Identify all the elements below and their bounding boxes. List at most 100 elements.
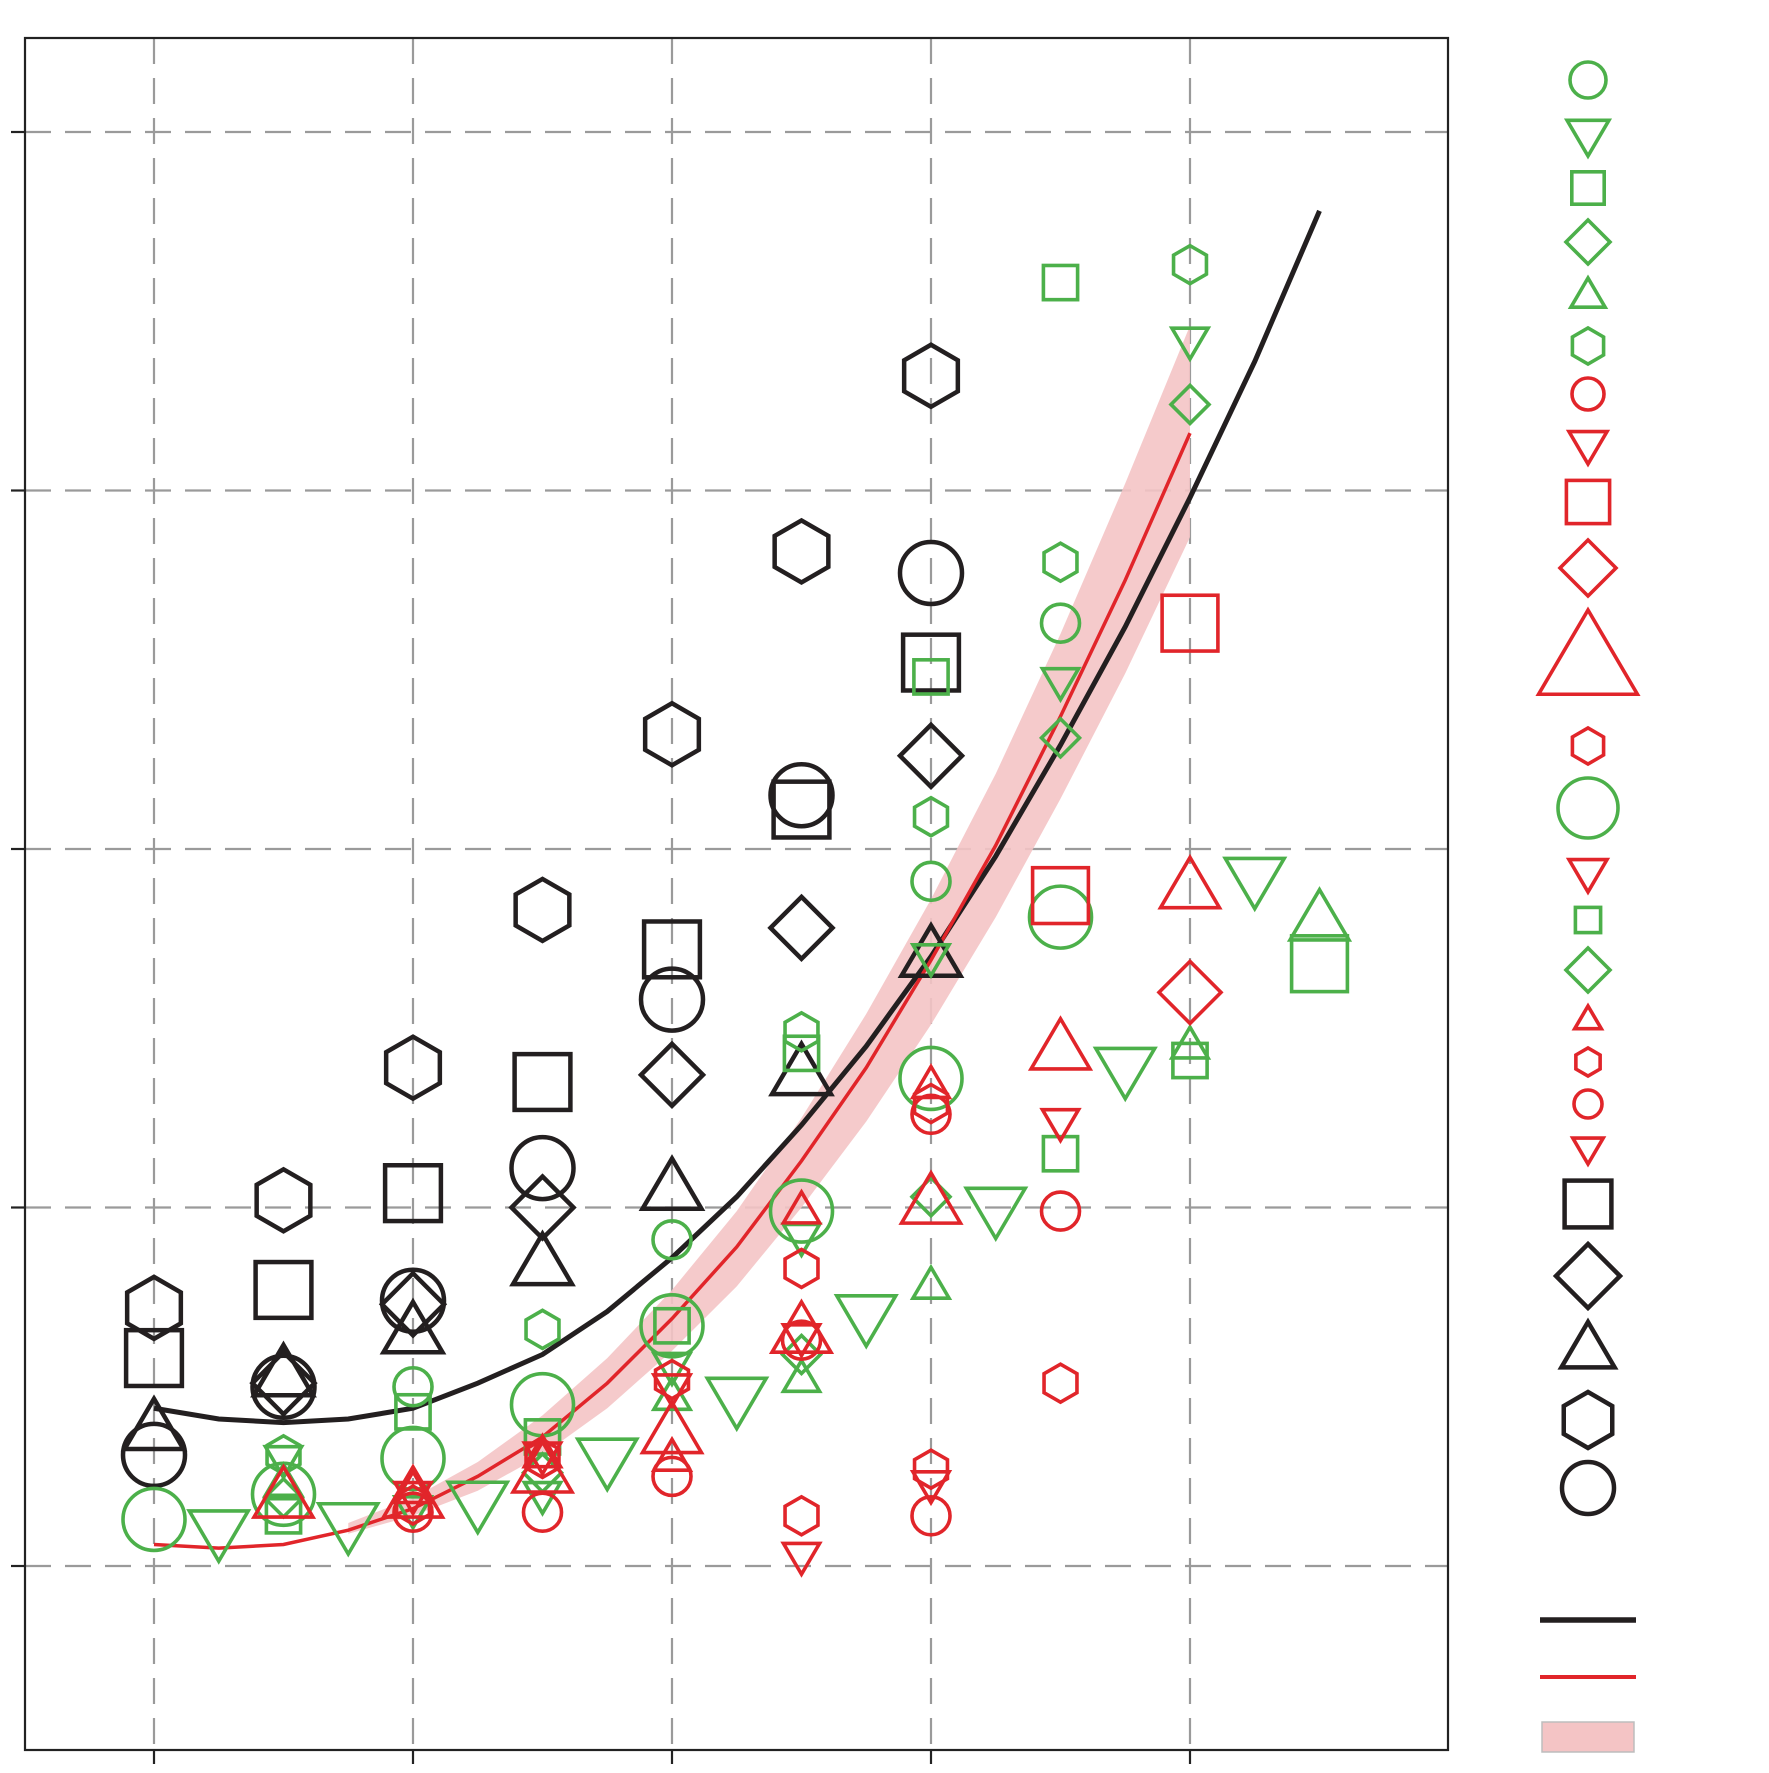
legend-green-circle <box>1568 60 1608 100</box>
red-hexagon-point <box>783 1247 820 1290</box>
red-diamond-point <box>1156 958 1224 1026</box>
red-triangle-up-point <box>1157 853 1223 910</box>
black-circle-point <box>250 1353 317 1420</box>
green-circle-point <box>651 1218 693 1261</box>
green-diamond-point <box>779 1332 824 1377</box>
red-triangle-up-point <box>1027 1015 1094 1071</box>
red-hexagon-point <box>912 1448 950 1491</box>
legend-black-square <box>1562 1178 1614 1230</box>
black-circle-point <box>120 1421 188 1489</box>
red-hexagon-point <box>1042 1362 1079 1405</box>
red-hexagon-point <box>783 1494 820 1537</box>
red-circle-point <box>651 1455 693 1498</box>
black-diamond-point <box>508 1173 577 1242</box>
black-diamond-point <box>378 1270 448 1339</box>
legend-red-triangle-down <box>1569 1136 1607 1168</box>
green-triangle-down-point <box>262 1444 305 1482</box>
red-triangle-up-point <box>509 1438 576 1494</box>
green-square-point <box>1289 934 1350 994</box>
green-hexagon-point <box>1042 541 1079 584</box>
black-circle-point <box>638 966 706 1033</box>
legend-green-triangle-down <box>1563 118 1613 160</box>
green-triangle-down-point <box>574 1437 640 1494</box>
red-triangle-down-point <box>780 1541 823 1578</box>
black-hexagon-point <box>642 700 702 768</box>
legend-red-triangle-up <box>1571 1002 1605 1031</box>
red-circle-point <box>910 1495 952 1537</box>
green-triangle-down-point <box>1168 326 1212 363</box>
green-triangle-down-point <box>315 1501 381 1558</box>
plot-frame <box>23 36 1450 1752</box>
legend-green-diamond <box>1563 945 1613 995</box>
green-triangle-up-point <box>909 1263 953 1300</box>
black-hexagon-point <box>383 1034 443 1102</box>
green-square-point <box>1041 263 1080 302</box>
black-square-point <box>382 1163 444 1224</box>
black-square-point <box>900 632 962 693</box>
legend-band-swatch <box>1541 1721 1635 1753</box>
red-triangle-up-point <box>909 1063 953 1100</box>
legend-green-circle <box>1556 776 1620 840</box>
green-triangle-down-point <box>704 1376 770 1433</box>
green-square-point <box>653 1306 691 1345</box>
green-square-point <box>782 1034 821 1073</box>
black-circle-point <box>768 761 835 829</box>
green-diamond-point <box>1038 716 1083 760</box>
black-triangle-up-point <box>379 1297 447 1355</box>
green-circle-point <box>910 860 952 903</box>
black-square-point <box>771 779 832 840</box>
black-fit-line <box>153 209 1322 1426</box>
legend-black-triangle-up <box>1557 1317 1619 1370</box>
green-triangle-down-point <box>650 1351 694 1388</box>
green-hexagon-point <box>524 1308 561 1351</box>
red-triangle-up-point <box>898 1169 964 1225</box>
red-triangle-down-point <box>650 1373 694 1410</box>
green-triangle-down-point <box>1092 1046 1158 1103</box>
legend-green-triangle-up <box>1567 274 1609 309</box>
red-triangle-down-point <box>1039 1107 1082 1145</box>
black-triangle-up-point <box>638 1154 706 1212</box>
red-triangle-up-point <box>768 1298 835 1354</box>
red-fit-line <box>153 432 1192 1550</box>
red-triangle-up-point <box>380 1463 446 1519</box>
black-triangle-up-point <box>509 1229 576 1287</box>
black-diamond-point <box>637 1040 707 1110</box>
black-hexagon-point <box>513 876 572 944</box>
red-circle-point <box>392 1491 434 1534</box>
red-triangle-up-point <box>521 1432 564 1469</box>
green-circle-point <box>392 1365 434 1408</box>
black-square-point <box>123 1327 185 1389</box>
red-square-point <box>1030 865 1091 926</box>
red-circle-point <box>1039 1190 1082 1232</box>
fit-lines-layer <box>153 209 1322 1550</box>
green-circle-point <box>1039 602 1082 644</box>
red-triangle-up-point <box>650 1435 694 1473</box>
grid <box>25 38 1448 1750</box>
black-hexagon-point <box>254 1166 313 1234</box>
legend-black-circle <box>1559 1459 1617 1517</box>
legend <box>1535 60 1641 1753</box>
green-diamond-point <box>1168 382 1212 427</box>
green-triangle-down-point <box>963 1186 1029 1243</box>
red-triangle-up-point <box>391 1468 435 1505</box>
black-circle-point <box>379 1267 447 1334</box>
green-triangle-down-point <box>391 1495 435 1532</box>
legend-red-circle <box>1572 1088 1604 1120</box>
red-triangle-down-point <box>909 1469 953 1507</box>
black-diamond-point <box>767 893 836 963</box>
green-square-point <box>1171 1041 1209 1080</box>
red-triangle-down-point <box>391 1480 435 1517</box>
axis-ticks <box>11 130 1192 1764</box>
black-triangle-up-point <box>250 1340 317 1398</box>
green-diamond-point <box>909 1175 953 1219</box>
black-circle-point <box>897 539 965 607</box>
red-triangle-down-point <box>780 1322 823 1360</box>
legend-red-hexagon <box>1574 1045 1602 1079</box>
green-triangle-up-point <box>1286 886 1353 942</box>
legend-black-hexagon <box>1561 1389 1615 1451</box>
green-triangle-down-point <box>521 1480 564 1517</box>
green-square-point <box>912 658 950 696</box>
black-square-point <box>641 919 703 980</box>
green-circle-point <box>380 1425 446 1492</box>
green-triangle-down-point <box>909 942 953 980</box>
